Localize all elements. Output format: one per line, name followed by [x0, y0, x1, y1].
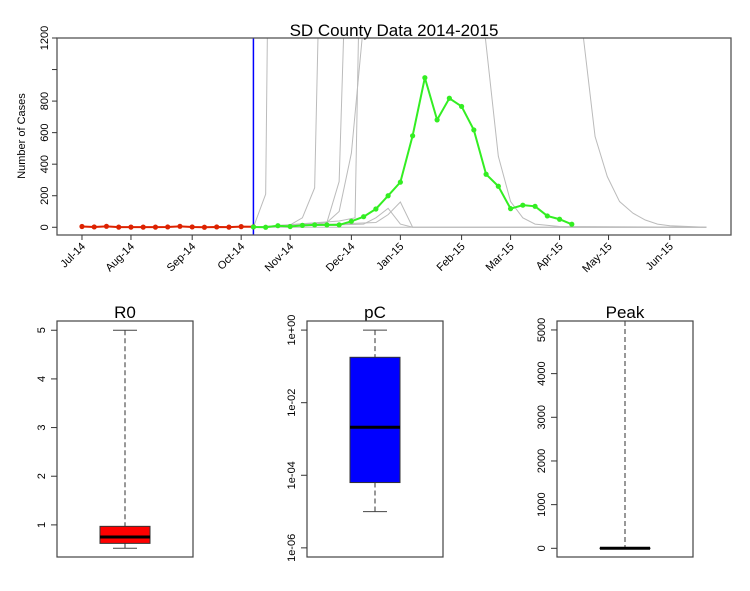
- observed-after-point-1: [263, 224, 269, 230]
- observed-after-point-15: [434, 117, 440, 123]
- observed-after-point-24: [544, 213, 550, 219]
- plot-frame: [56, 37, 732, 236]
- observed-before-point-9: [189, 224, 195, 230]
- x-tick-label: Aug-14: [104, 241, 138, 275]
- r0-box: [99, 525, 151, 544]
- observed-before-point-13: [238, 224, 244, 230]
- x-tick-label: May-15: [580, 241, 614, 275]
- observed-after-point-7: [336, 222, 342, 228]
- y-tick-label: 0: [39, 224, 51, 230]
- r0-y-tick-label: 4: [36, 376, 48, 382]
- observed-after-point-3: [287, 223, 293, 230]
- observed-after-point-0: [250, 224, 257, 230]
- simulation-line-3: [253, 38, 363, 228]
- observed-after-point-17: [458, 103, 465, 110]
- observed-after-point-12: [397, 179, 403, 185]
- pc-y-tick-label: 1e-04: [286, 461, 298, 489]
- x-tick-label: Mar-15: [484, 241, 517, 274]
- observed-before-point-4: [128, 224, 134, 230]
- observed-before-point-11: [214, 224, 220, 230]
- simulation-line-8: [582, 38, 707, 228]
- x-tick-label: Apr-15: [534, 241, 566, 273]
- peak-y-tick-label: 2000: [536, 449, 548, 473]
- y-axis-label: Number of Cases: [16, 93, 28, 179]
- observed-after-point-10: [373, 206, 379, 212]
- observed-after-point-20: [495, 183, 501, 189]
- y-tick-label: 1200: [39, 26, 51, 50]
- simulation-line-7: [484, 38, 707, 228]
- r0-y-tick-label: 2: [36, 473, 48, 479]
- observed-before-point-3: [116, 224, 122, 230]
- pc-box: [349, 356, 401, 484]
- peak-y-tick-label: 4000: [536, 361, 548, 385]
- peak-title: Peak: [606, 303, 645, 322]
- observed-before-point-5: [140, 224, 146, 230]
- x-tick-label: Jul-14: [58, 241, 88, 271]
- r0-frame: [56, 320, 194, 558]
- observed-after-point-18: [471, 127, 477, 133]
- x-tick-label: Oct-14: [215, 241, 247, 273]
- observed-after-point-6: [324, 222, 330, 228]
- peak-y-tick-label: 0: [536, 545, 548, 551]
- peak-boxplot: Peak 0 1000 2000 3000 4000 5000: [536, 303, 694, 558]
- observed-before-point-6: [152, 224, 159, 230]
- observed-after-point-8: [348, 218, 354, 224]
- observed-after-point-9: [361, 214, 367, 220]
- simulation-line-4: [253, 38, 359, 228]
- observed-before-point-7: [165, 224, 171, 230]
- pc-boxplot: pC 1e+00 1e-02 1e-04 1e-06: [286, 303, 444, 562]
- observed-after-point-23: [532, 203, 538, 209]
- observed-after-point-14: [422, 75, 428, 81]
- y-tick-label: 800: [39, 92, 51, 110]
- x-tick-label: Jan-15: [374, 241, 406, 273]
- y-tick-label: 200: [39, 187, 51, 205]
- observed-before-point-12: [226, 224, 232, 230]
- cases-time-series-plot: SD County Data 2014-2015 Number of Cases…: [16, 21, 732, 275]
- observed-after-point-11: [385, 193, 391, 199]
- r0-title: R0: [114, 303, 136, 322]
- peak-y-tick-label: 3000: [536, 405, 548, 429]
- plot-area: [79, 38, 707, 235]
- observed-before-point-8: [177, 223, 183, 229]
- pc-y-tick-label: 1e-06: [286, 534, 298, 562]
- peak-y-tick-label: 1000: [536, 492, 548, 516]
- observed-after-point-26: [569, 221, 575, 227]
- x-tick-label: Dec-14: [324, 241, 358, 275]
- pc-frame: [306, 320, 444, 558]
- x-tick-label: Jun-15: [644, 241, 676, 273]
- observed-after-point-4: [299, 222, 306, 228]
- pc-y-tick-label: 1e-02: [286, 389, 298, 417]
- observed-before-point-2: [103, 223, 110, 229]
- r0-y-tick-label: 5: [36, 327, 48, 333]
- observed-after-point-21: [507, 206, 514, 212]
- pc-title: pC: [364, 303, 386, 322]
- simulation-line-0: [252, 38, 268, 228]
- observed-before-point-0: [79, 223, 85, 230]
- r0-boxplot: R0 1 2 3 4 5: [36, 303, 194, 558]
- r0-y-tick-label: 3: [36, 425, 48, 431]
- peak-frame: [556, 320, 694, 558]
- chart-title: SD County Data 2014-2015: [290, 21, 499, 40]
- simulation-line-1: [253, 38, 319, 228]
- r0-y-tick-label: 1: [36, 522, 48, 528]
- observed-before-point-1: [91, 224, 97, 230]
- observed-after-point-25: [556, 216, 563, 222]
- observed-after-point-2: [275, 223, 281, 229]
- y-tick-label: 600: [39, 123, 51, 141]
- observed-after-point-19: [483, 171, 489, 177]
- observed-after-point-22: [520, 202, 526, 208]
- observed-after-point-16: [446, 95, 452, 101]
- x-tick-label: Sep-14: [165, 241, 199, 275]
- pc-y-tick-label: 1e+00: [286, 315, 298, 346]
- y-tick-label: 400: [39, 155, 51, 173]
- observed-after-point-5: [312, 222, 318, 228]
- peak-y-tick-label: 5000: [536, 318, 548, 342]
- observed-before-point-10: [201, 224, 208, 230]
- observed-after-point-13: [410, 133, 416, 139]
- x-tick-label: Feb-15: [435, 241, 468, 274]
- x-tick-label: Nov-14: [263, 241, 297, 275]
